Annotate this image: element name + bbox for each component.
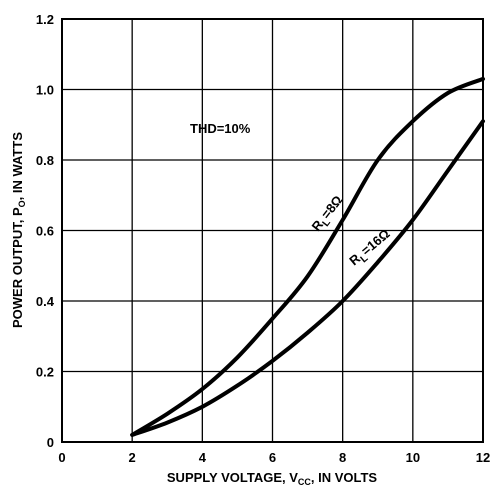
x-tick-label: 2 [129,450,136,465]
series-line-8ohm [130,76,485,437]
y-tick-label: 1.0 [36,83,54,98]
y-tick-label: 0.2 [36,365,54,380]
thd-annotation: THD=10% [190,121,251,136]
x-tick-label: 10 [406,450,420,465]
series-line-16ohm [130,119,485,437]
y-tick-labels: 0 0.2 0.4 0.6 0.8 1.0 1.2 [36,12,55,450]
y-tick-label: 0.4 [36,294,55,309]
series-curves [130,76,485,437]
y-tick-label: 0.8 [36,153,54,168]
x-tick-label: 8 [339,450,346,465]
grid [61,18,484,443]
y-tick-label: 0 [47,435,54,450]
x-tick-label: 12 [476,450,490,465]
x-axis-title: SUPPLY VOLTAGE, VCC, IN VOLTS [167,470,378,486]
y-tick-label: 0.6 [36,224,54,239]
x-tick-label: 6 [269,450,276,465]
x-tick-labels: 0 2 4 6 8 10 12 [58,450,490,465]
x-tick-label: 0 [58,450,65,465]
x-tick-label: 4 [199,450,207,465]
y-tick-label: 1.2 [36,12,54,27]
plot-frame [61,18,484,443]
y-axis-title: POWER OUTPUT, PO, IN WATTS [10,132,27,328]
